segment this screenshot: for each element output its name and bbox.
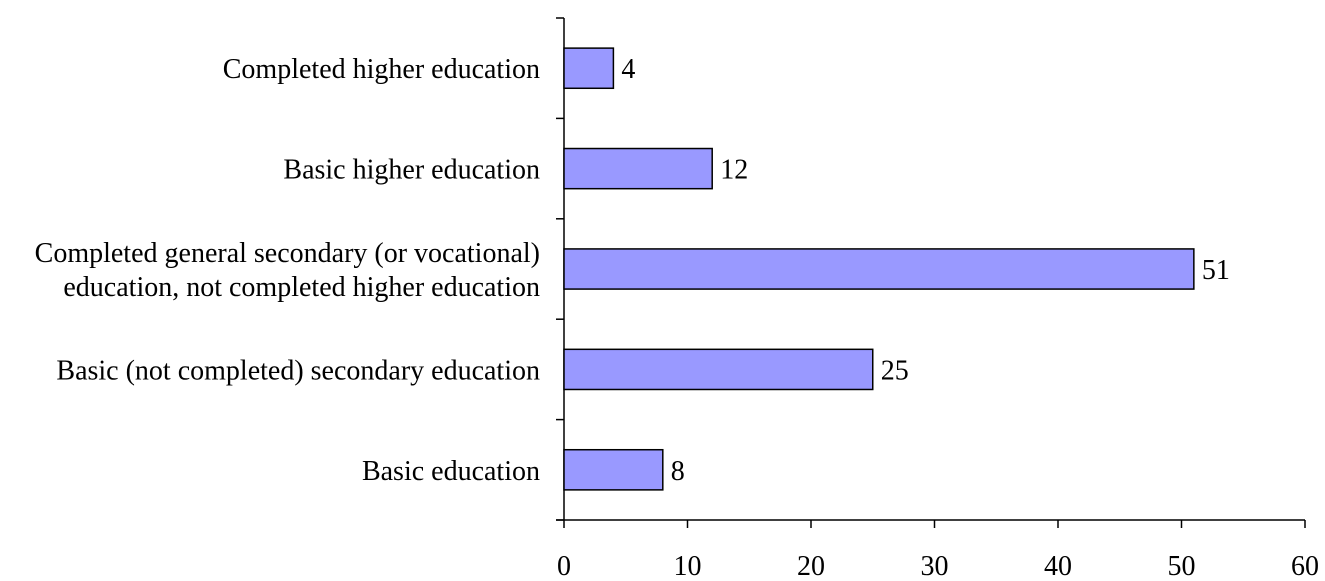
category-label-line: Basic education (362, 456, 540, 487)
category-label: Basic education (362, 456, 540, 487)
x-tick-label: 50 (1168, 551, 1196, 581)
category-label-line: Completed general secondary (or vocation… (35, 238, 540, 269)
bar (563, 147, 713, 190)
x-tick-label: 30 (921, 551, 949, 581)
data-label: 25 (881, 355, 909, 386)
bar (563, 47, 615, 90)
category-label-line: education, not completed higher educatio… (63, 272, 540, 303)
bar (563, 248, 1195, 290)
x-tick-label: 20 (797, 551, 825, 581)
x-tick-label: 40 (1044, 551, 1072, 581)
x-tick-labels: 0 10 20 30 40 50 60 (557, 551, 1319, 581)
category-label-line: Basic higher education (283, 155, 540, 186)
x-tick-label: 60 (1291, 551, 1319, 581)
category-label: Completed higher education (223, 54, 540, 85)
data-label: 8 (671, 456, 685, 487)
data-label: 12 (720, 155, 748, 186)
x-tick-label: 0 (557, 551, 571, 581)
category-label: Completed general secondary (or vocation… (35, 238, 540, 303)
category-label: Basic (not completed) secondary educatio… (56, 355, 540, 386)
bar (563, 348, 874, 391)
bars (563, 47, 1195, 491)
category-label-line: Basic (not completed) secondary educatio… (56, 355, 540, 386)
category-label-line: Completed higher education (223, 54, 540, 85)
category-label: Basic higher education (283, 155, 540, 186)
data-label: 51 (1202, 255, 1230, 286)
category-labels: Completed higher education Basic higher e… (35, 54, 540, 487)
bar (563, 448, 664, 491)
data-labels: 4 12 51 25 8 (621, 54, 1229, 487)
x-tick-label: 10 (674, 551, 702, 581)
data-label: 4 (621, 54, 635, 85)
